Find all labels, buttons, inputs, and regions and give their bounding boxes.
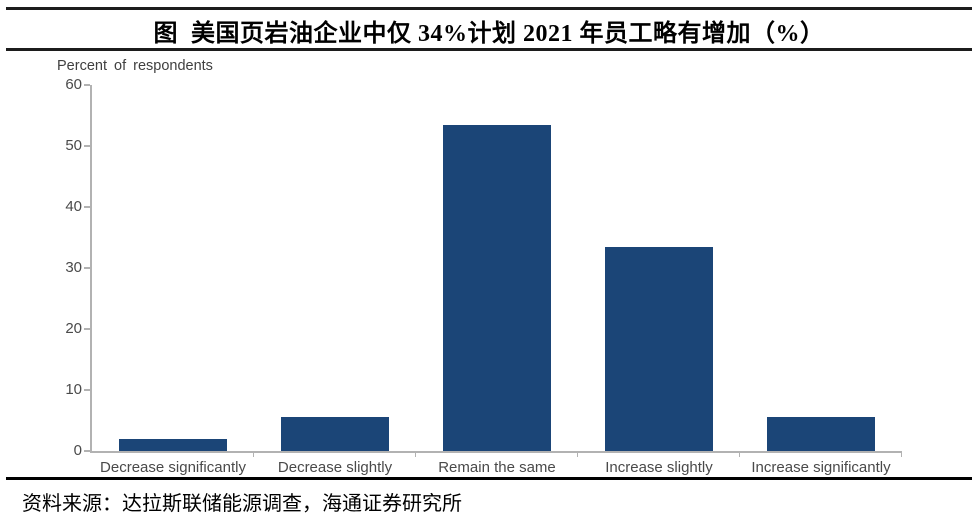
y-tick-label: 10 xyxy=(65,381,82,398)
y-axis-tick xyxy=(84,145,90,147)
y-tick-label: 40 xyxy=(65,198,82,215)
y-tick-label: 20 xyxy=(65,320,82,337)
source-attribution: 资料来源：达拉斯联储能源调查，海通证券研究所 xyxy=(22,493,462,515)
x-category-label: Remain the same xyxy=(438,459,556,476)
bar-increase-slightly xyxy=(605,246,713,451)
bar-increase-significantly xyxy=(767,417,875,451)
bar-decrease-slightly xyxy=(281,417,389,451)
figure-title: 图 美国页岩油企业中仅 34%计划 2021 年员工略有增加（%） xyxy=(153,21,825,47)
x-axis-tick xyxy=(900,451,902,457)
x-axis-tick xyxy=(738,451,740,457)
y-tick-label: 30 xyxy=(65,259,82,276)
x-category-label: Increase significantly xyxy=(751,459,891,476)
y-tick-label: 60 xyxy=(65,76,82,93)
x-axis-tick xyxy=(414,451,416,457)
y-axis-tick xyxy=(84,450,90,452)
y-tick-label: 0 xyxy=(73,442,82,459)
x-category-label: Decrease significantly xyxy=(100,459,246,476)
y-axis-tick xyxy=(84,206,90,208)
top-divider xyxy=(6,7,972,10)
y-axis-tick xyxy=(84,389,90,391)
x-category-label: Increase slightly xyxy=(605,459,713,476)
x-axis-tick xyxy=(252,451,254,457)
y-tick-label: 50 xyxy=(65,137,82,154)
plot-area: 0 10 20 30 40 50 60 Decrease significantly Decre… xyxy=(65,77,902,476)
x-axis-tick xyxy=(576,451,578,457)
title-divider xyxy=(6,48,972,51)
x-category-label: Decrease slightly xyxy=(277,459,393,476)
y-axis-tick xyxy=(84,267,90,269)
y-axis-tick xyxy=(84,328,90,330)
bar-decrease-significantly xyxy=(119,438,227,451)
y-axis-title: Percent of respondents xyxy=(57,58,213,74)
bottom-divider xyxy=(6,477,972,480)
y-axis-tick xyxy=(84,84,90,86)
bar-remain-the-same xyxy=(443,124,551,451)
